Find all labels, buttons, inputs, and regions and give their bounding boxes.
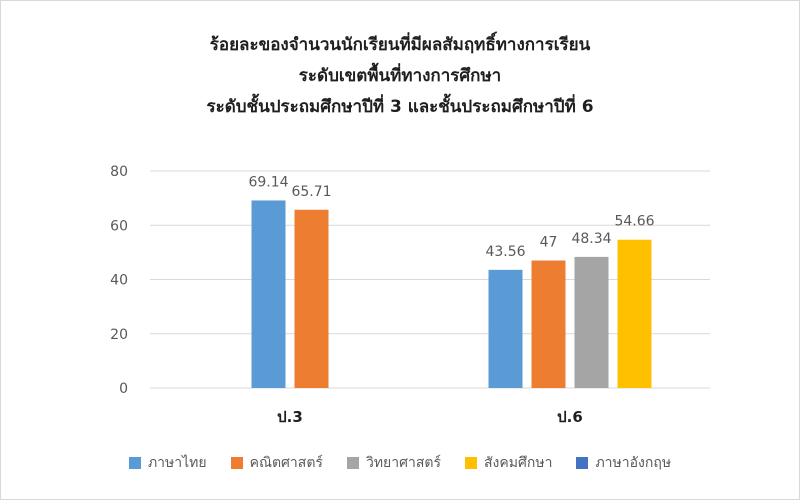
- legend-swatch: [465, 457, 478, 469]
- legend-item: วิทยาศาสตร์: [346, 452, 442, 474]
- chart-title-line-2: ระดับเขตพื้นที่ทางการศึกษา: [298, 66, 502, 86]
- legend-item: ภาษาอังกฤษ: [576, 452, 671, 474]
- data-label: 47: [540, 235, 558, 251]
- legend-item: ภาษาไทย: [128, 452, 207, 474]
- y-tick-label: 20: [110, 327, 128, 343]
- chart-title-line-1: ร้อยละของจำนวนนักเรียนที่มีผลสัมฤทธิ์ทาง…: [209, 35, 591, 55]
- legend-label: ภาษาไทย: [147, 455, 207, 471]
- legend-label: สังคมศึกษา: [484, 455, 553, 471]
- bar: [574, 256, 609, 388]
- legend-label: วิทยาศาสตร์: [365, 455, 442, 471]
- data-label: 48.34: [571, 231, 611, 247]
- chart-title-line-3: ระดับชั้นประถมศึกษาปีที่ 3 และชั้นประถมศ…: [206, 97, 594, 117]
- bar: [251, 200, 286, 388]
- bar: [617, 239, 652, 388]
- data-label: 54.66: [614, 214, 654, 230]
- bar: [488, 269, 523, 388]
- data-label: 69.14: [248, 174, 288, 190]
- x-category-label: ป.3: [277, 408, 303, 426]
- legend-label: ภาษาอังกฤษ: [595, 455, 672, 471]
- bar: [294, 209, 329, 388]
- legend-item: คณิตศาสตร์: [230, 452, 323, 474]
- chart-title: ร้อยละของจำนวนนักเรียนที่มีผลสัมฤทธิ์ทาง…: [0, 30, 800, 123]
- y-tick-label: 40: [110, 273, 128, 289]
- legend-swatch: [576, 457, 589, 469]
- legend-swatch: [346, 457, 359, 469]
- legend-swatch: [230, 457, 243, 469]
- x-category-label: ป.6: [557, 408, 583, 426]
- y-tick-label: 80: [110, 164, 128, 180]
- y-tick-label: 0: [119, 381, 128, 397]
- y-tick-label: 60: [110, 218, 128, 234]
- legend-item: สังคมศึกษา: [465, 452, 552, 474]
- legend-label: คณิตศาสตร์: [249, 455, 323, 471]
- chart-legend: ภาษาไทย คณิตศาสตร์ วิทยาศาสตร์ สังคมศึกษา ภา…: [0, 452, 800, 474]
- data-label: 65.71: [291, 184, 331, 200]
- bar: [531, 260, 566, 388]
- data-label: 43.56: [485, 244, 525, 260]
- legend-swatch: [128, 457, 141, 469]
